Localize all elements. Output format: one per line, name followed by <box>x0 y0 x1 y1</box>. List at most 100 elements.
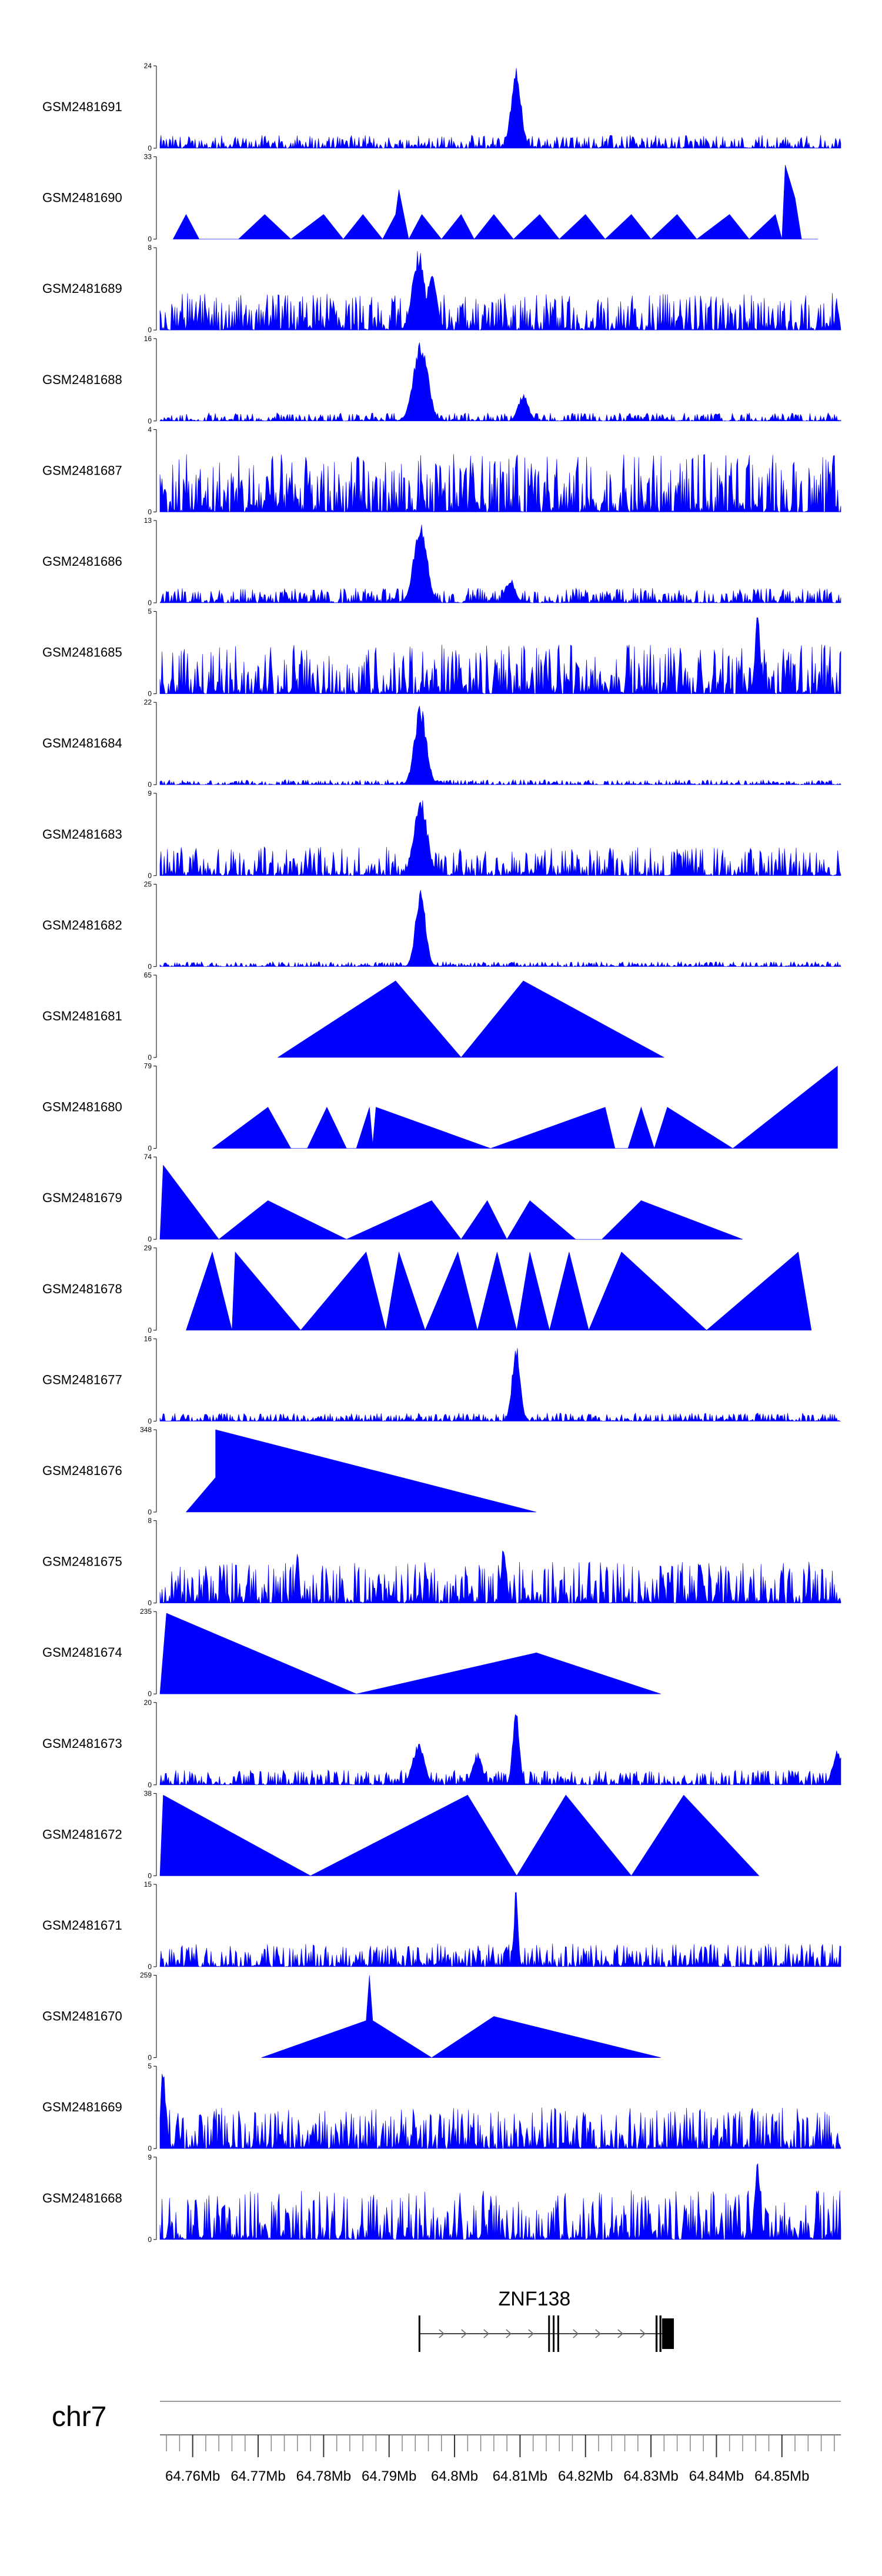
track-label: GSM2481681 <box>42 1009 122 1023</box>
track-label: GSM2481669 <box>42 2100 122 2114</box>
track-label: GSM2481680 <box>42 1100 122 1115</box>
y-max-label: 15 <box>144 1880 152 1888</box>
axis-tick-label: 64.79Mb <box>362 2468 416 2484</box>
y-max-label: 24 <box>144 62 152 70</box>
y-max-label: 9 <box>148 2153 152 2161</box>
y-max-label: 74 <box>144 1153 152 1161</box>
y-max-label: 20 <box>144 1699 152 1707</box>
strand-arrow <box>528 2329 534 2338</box>
track-label: GSM2481684 <box>42 736 122 750</box>
strand-arrow <box>617 2329 623 2338</box>
y-max-label: 259 <box>140 1971 152 1980</box>
coverage-area <box>159 251 841 331</box>
track-label: GSM2481673 <box>42 1736 122 1751</box>
strand-arrow <box>595 2329 601 2338</box>
coverage-area <box>159 890 841 967</box>
y-max-label: 29 <box>144 1244 152 1252</box>
coverage-area <box>159 1348 841 1422</box>
y-min-label: 0 <box>148 417 152 425</box>
coverage-area <box>159 2074 841 2150</box>
coverage-area <box>159 1550 841 1604</box>
track-GSM2481685: GSM2481685 5 0 <box>42 608 841 698</box>
exon-block <box>418 2315 420 2352</box>
gene-annotation-track: ZNF138 <box>418 2288 674 2352</box>
axis-tick-label: 64.81Mb <box>493 2468 547 2484</box>
y-min-label: 0 <box>148 1053 152 1062</box>
coverage-tracks: GSM2481691240GSM2481690330GSM248168980GS… <box>42 62 841 2244</box>
axis-tick-label: 64.78Mb <box>296 2468 351 2484</box>
axis-tick-label: 64.77Mb <box>230 2468 285 2484</box>
track-label: GSM2481668 <box>42 2191 122 2205</box>
coverage-area <box>159 1714 841 1786</box>
y-max-label: 65 <box>144 971 152 979</box>
y-max-label: 33 <box>144 153 152 161</box>
y-max-label: 79 <box>144 1062 152 1070</box>
y-min-label: 0 <box>148 326 152 334</box>
track-label: GSM2481676 <box>42 1463 122 1478</box>
gene-name-label: ZNF138 <box>499 2288 571 2310</box>
y-min-label: 0 <box>148 1508 152 1516</box>
coverage-area <box>159 1892 841 1968</box>
track-label: GSM2481678 <box>42 1282 122 1296</box>
coverage-area <box>159 454 841 513</box>
track-GSM2481672: GSM2481672 38 0 <box>42 1789 760 1880</box>
track-label: GSM2481687 <box>42 463 122 478</box>
coverage-area <box>185 1429 537 1513</box>
y-max-label: 16 <box>144 335 152 343</box>
track-GSM2481671: GSM2481671 15 0 <box>42 1880 841 1971</box>
strand-arrow <box>640 2329 646 2338</box>
y-max-label: 38 <box>144 1789 152 1797</box>
exon-block <box>662 2318 674 2349</box>
track-GSM2481681: GSM2481681 65 0 <box>42 971 664 1062</box>
exon-block <box>655 2315 658 2352</box>
y-max-label: 25 <box>144 880 152 888</box>
y-min-label: 0 <box>148 1963 152 1971</box>
track-GSM2481679: GSM2481679 74 0 <box>42 1153 743 1243</box>
track-label: GSM2481683 <box>42 827 122 842</box>
track-label: GSM2481682 <box>42 917 122 932</box>
exon-block <box>659 2315 662 2352</box>
y-min-label: 0 <box>148 1235 152 1243</box>
track-label: GSM2481690 <box>42 191 122 205</box>
axis-tick-label: 64.84Mb <box>689 2468 744 2484</box>
axis-tick-label: 64.82Mb <box>558 2468 613 2484</box>
track-GSM2481686: GSM2481686 13 0 <box>42 516 841 607</box>
y-min-label: 0 <box>148 508 152 516</box>
y-min-label: 0 <box>148 962 152 970</box>
strand-arrow <box>483 2329 489 2338</box>
coverage-area <box>159 2163 841 2240</box>
y-max-label: 235 <box>140 1607 152 1616</box>
y-min-label: 0 <box>148 1144 152 1153</box>
track-GSM2481676: GSM2481676 348 0 <box>42 1426 537 1516</box>
track-label: GSM2481675 <box>42 1554 122 1569</box>
track-label: GSM2481686 <box>42 554 122 569</box>
y-min-label: 0 <box>148 780 152 789</box>
chromosome-label: chr7 <box>52 2401 106 2432</box>
strand-arrow <box>573 2329 579 2338</box>
track-GSM2481682: GSM2481682 25 0 <box>42 880 841 970</box>
y-max-label: 16 <box>144 1334 152 1343</box>
coverage-area <box>186 1251 812 1331</box>
coverage-area <box>172 165 818 240</box>
axis-tick-label: 64.8Mb <box>431 2468 478 2484</box>
coverage-area <box>159 1794 760 1876</box>
track-GSM2481677: GSM2481677 16 0 <box>42 1334 841 1425</box>
coverage-area <box>159 800 841 876</box>
exon-block <box>557 2315 559 2352</box>
y-max-label: 8 <box>148 243 152 252</box>
track-label: GSM2481689 <box>42 281 122 296</box>
track-GSM2481675: GSM2481675 8 0 <box>42 1517 841 1607</box>
coverage-area <box>261 1975 661 2058</box>
y-min-label: 0 <box>148 2054 152 2062</box>
y-min-label: 0 <box>148 144 152 152</box>
track-label: GSM2481679 <box>42 1190 122 1205</box>
track-GSM2481688: GSM2481688 16 0 <box>42 335 841 425</box>
strand-arrow <box>461 2329 467 2338</box>
track-GSM2481680: GSM2481680 79 0 <box>42 1062 838 1153</box>
y-min-label: 0 <box>148 1417 152 1425</box>
y-min-label: 0 <box>148 2235 152 2244</box>
coverage-area <box>159 706 841 786</box>
y-min-label: 0 <box>148 1690 152 1698</box>
y-max-label: 8 <box>148 1517 152 1525</box>
axis-tick-label: 64.76Mb <box>165 2468 220 2484</box>
